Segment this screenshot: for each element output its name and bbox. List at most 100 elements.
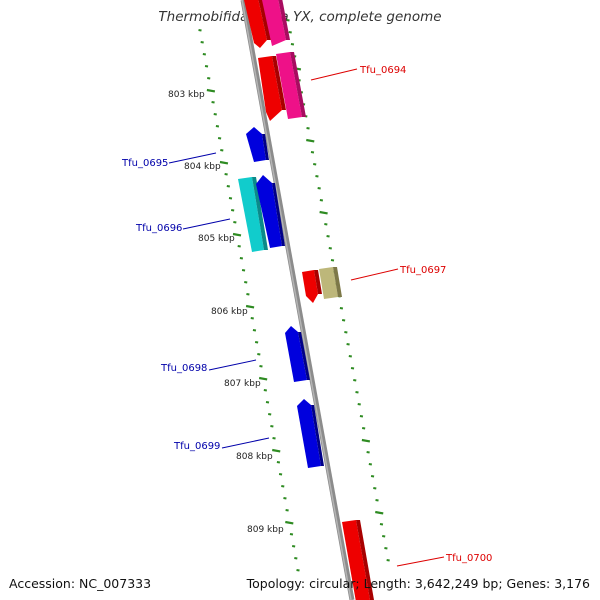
major-tick [245, 304, 255, 309]
gene-arrow-red[interactable] [258, 56, 282, 121]
scale-label: 808 kbp [236, 452, 273, 462]
gene-arrow-blue[interactable] [256, 175, 282, 248]
minor-tick [250, 317, 254, 320]
genome-backbone [240, 0, 355, 600]
minor-tick [200, 41, 204, 44]
minor-tick [268, 413, 272, 416]
minor-tick [288, 31, 292, 34]
minor-tick [291, 545, 296, 548]
minor-tick [237, 245, 241, 248]
minor-tick [357, 403, 361, 406]
gene-arrow-blue-side [272, 183, 285, 246]
minor-tick [239, 257, 244, 260]
minor-tick [281, 485, 285, 488]
major-tick [272, 448, 281, 453]
minor-tick [296, 569, 300, 572]
gene-arrow-magenta[interactable] [276, 52, 302, 119]
minor-tick [278, 473, 283, 476]
gene-arrow-red-side [258, 0, 271, 40]
minor-tick [346, 343, 350, 346]
minor-tick [355, 391, 359, 394]
minor-tick [257, 353, 261, 356]
gene-features [238, 0, 374, 600]
gene-label-tfu-0694[interactable]: Tfu_0694 [359, 65, 406, 76]
scale-label: 805 kbp [198, 234, 235, 244]
leader-line [208, 359, 257, 371]
scale-labels: 803 kbp 804 kbp 805 kbp 806 kbp 807 kbp … [168, 90, 284, 535]
minor-tick [326, 235, 330, 238]
gene-arrow-blue[interactable] [285, 326, 307, 382]
major-tick [219, 160, 229, 165]
gene-label-tfu-0699[interactable]: Tfu_0699 [173, 441, 220, 452]
gene-labels: Tfu_0694 Tfu_0695 Tfu_0696 Tfu_0697 Tfu_… [121, 65, 492, 564]
gene-arrow-magenta[interactable] [262, 0, 286, 46]
minor-tick [310, 151, 315, 154]
minor-tick [213, 113, 217, 116]
gene-label-tfu-0698[interactable]: Tfu_0698 [160, 363, 207, 374]
scale-label: 807 kbp [224, 379, 261, 389]
minor-tick [252, 329, 257, 332]
minor-tick [276, 461, 281, 464]
minor-tick [341, 319, 346, 322]
minor-tick [382, 535, 386, 538]
minor-tick [217, 137, 222, 140]
gene-arrow-red-side [272, 56, 286, 110]
minor-tick [226, 185, 230, 188]
major-tick [258, 376, 268, 381]
gene-arrow-red-side [356, 520, 374, 600]
gene-label-tfu-0700[interactable]: Tfu_0700 [445, 553, 492, 564]
gene-arrow-blue[interactable] [246, 127, 266, 162]
gene-arrow-red[interactable] [244, 0, 267, 48]
minor-tick [348, 355, 352, 358]
scale-label: 803 kbp [168, 90, 205, 100]
minor-tick [359, 415, 364, 418]
minor-tick [344, 331, 348, 334]
minor-tick [204, 65, 209, 68]
gene-arrow-magenta-side [290, 52, 306, 117]
accession-text: Accession: NC_007333 [9, 576, 152, 591]
minor-tick [373, 487, 377, 490]
minor-tick [319, 199, 324, 202]
scale-label: 809 kbp [247, 525, 284, 535]
leader-line [350, 268, 399, 281]
minor-tick [233, 221, 237, 224]
gene-arrow-cyan[interactable] [238, 177, 264, 252]
leader-line [221, 437, 270, 449]
gene-arrow-blue-side [298, 332, 310, 380]
minor-tick [361, 427, 366, 430]
minor-tick [353, 379, 357, 382]
genome-summary-text: Topology: circular; Length: 3,642,249 bp… [246, 576, 590, 591]
leader-line [168, 152, 217, 164]
minor-tick [328, 247, 332, 250]
gene-arrow-red[interactable] [302, 270, 318, 303]
gene-arrow-blue[interactable] [297, 399, 321, 468]
minor-tick [198, 29, 202, 32]
gene-arrow-red-side [314, 270, 322, 294]
minor-tick [211, 101, 215, 104]
minor-tick [207, 77, 211, 80]
minor-tick [313, 163, 317, 166]
minor-tick [384, 547, 388, 550]
gene-arrow-khaki[interactable] [319, 267, 338, 299]
minor-tick [228, 197, 233, 200]
genome-backbone-highlight [241, 0, 352, 600]
gene-label-tfu-0696[interactable]: Tfu_0696 [135, 223, 182, 234]
minor-tick [315, 175, 319, 178]
gene-arrow-cyan-side [252, 177, 268, 250]
scale-label: 804 kbp [184, 162, 221, 172]
gene-arrow-red[interactable] [342, 520, 370, 600]
gene-label-tfu-0695[interactable]: Tfu_0695 [121, 158, 168, 169]
major-tick [232, 232, 242, 237]
minor-tick [246, 293, 250, 296]
minor-tick [220, 149, 224, 152]
minor-tick [386, 559, 390, 562]
minor-tick [265, 401, 270, 404]
gene-label-tfu-0697[interactable]: Tfu_0697 [399, 265, 446, 276]
minor-tick [294, 557, 298, 560]
map-title: Thermobifida fusca YX, complete genome [158, 9, 442, 25]
minor-tick [317, 187, 321, 190]
minor-tick [215, 125, 220, 128]
inner-tick-ring [198, 29, 300, 572]
minor-tick [202, 53, 207, 56]
